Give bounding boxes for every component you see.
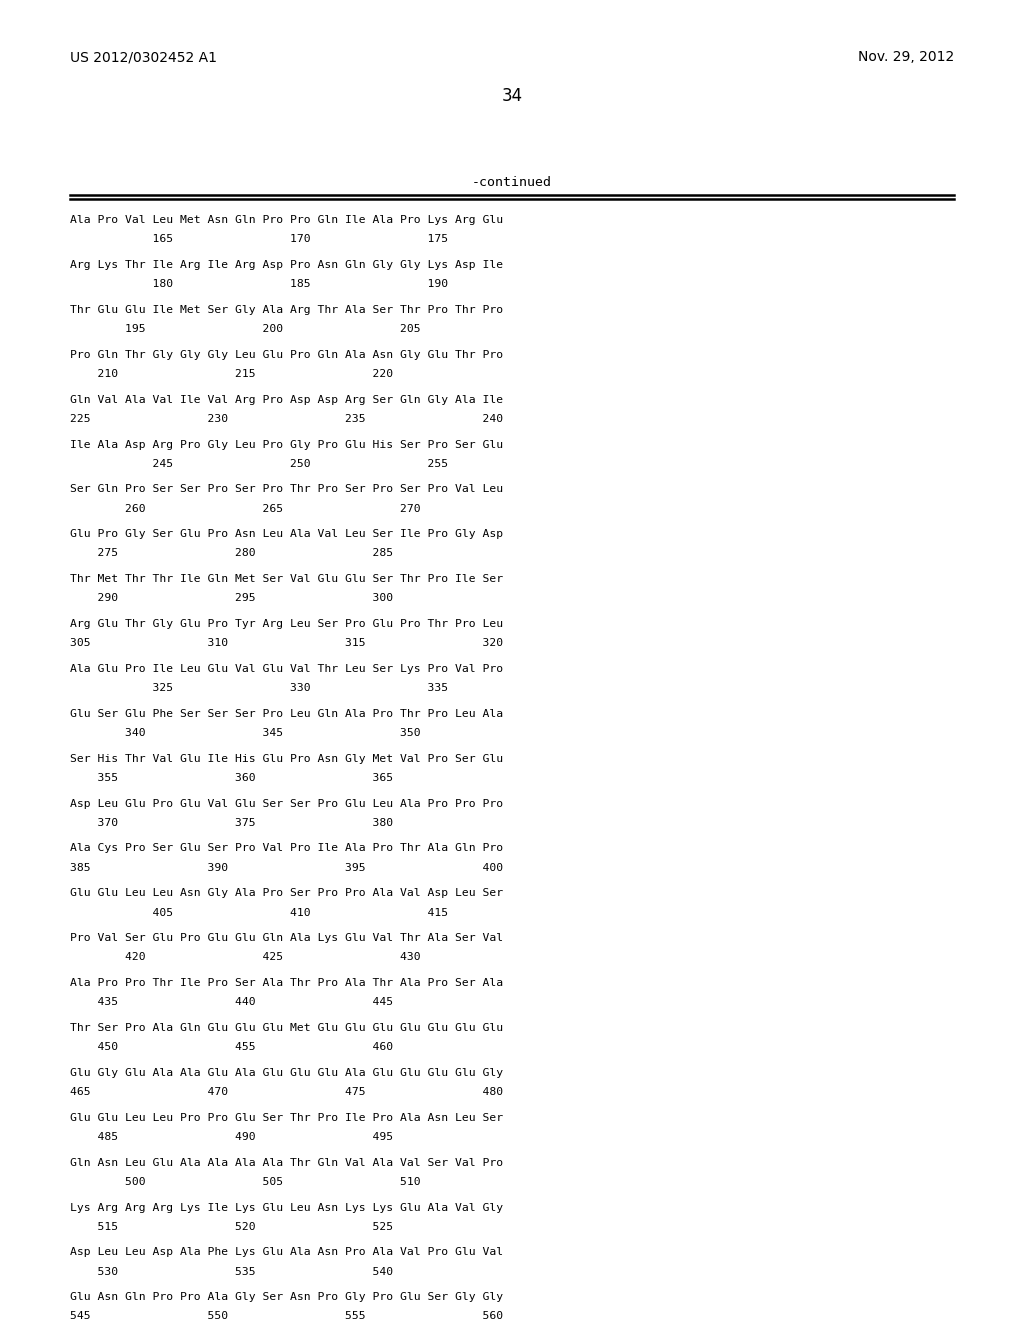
- Text: 465                 470                 475                 480: 465 470 475 480: [70, 1088, 503, 1097]
- Text: 225                 230                 235                 240: 225 230 235 240: [70, 414, 503, 424]
- Text: Gln Asn Leu Glu Ala Ala Ala Ala Thr Gln Val Ala Val Ser Val Pro: Gln Asn Leu Glu Ala Ala Ala Ala Thr Gln …: [70, 1158, 503, 1168]
- Text: Pro Gln Thr Gly Gly Gly Leu Glu Pro Gln Ala Asn Gly Glu Thr Pro: Pro Gln Thr Gly Gly Gly Leu Glu Pro Gln …: [70, 350, 503, 360]
- Text: 245                 250                 255: 245 250 255: [70, 459, 447, 469]
- Text: Ala Cys Pro Ser Glu Ser Pro Val Pro Ile Ala Pro Thr Ala Gln Pro: Ala Cys Pro Ser Glu Ser Pro Val Pro Ile …: [70, 843, 503, 854]
- Text: Ser His Thr Val Glu Ile His Glu Pro Asn Gly Met Val Pro Ser Glu: Ser His Thr Val Glu Ile His Glu Pro Asn …: [70, 754, 503, 764]
- Text: Glu Pro Gly Ser Glu Pro Asn Leu Ala Val Leu Ser Ile Pro Gly Asp: Glu Pro Gly Ser Glu Pro Asn Leu Ala Val …: [70, 529, 503, 540]
- Text: Glu Gly Glu Ala Ala Glu Ala Glu Glu Glu Ala Glu Glu Glu Glu Gly: Glu Gly Glu Ala Ala Glu Ala Glu Glu Glu …: [70, 1068, 503, 1078]
- Text: Glu Asn Gln Pro Pro Ala Gly Ser Asn Pro Gly Pro Glu Ser Gly Gly: Glu Asn Gln Pro Pro Ala Gly Ser Asn Pro …: [70, 1292, 503, 1303]
- Text: 305                 310                 315                 320: 305 310 315 320: [70, 639, 503, 648]
- Text: 325                 330                 335: 325 330 335: [70, 682, 447, 693]
- Text: 210                 215                 220: 210 215 220: [70, 370, 393, 379]
- Text: Ala Pro Val Leu Met Asn Gln Pro Pro Gln Ile Ala Pro Lys Arg Glu: Ala Pro Val Leu Met Asn Gln Pro Pro Gln …: [70, 215, 503, 226]
- Text: Pro Val Ser Glu Pro Glu Glu Gln Ala Lys Glu Val Thr Ala Ser Val: Pro Val Ser Glu Pro Glu Glu Gln Ala Lys …: [70, 933, 503, 944]
- Text: Ile Ala Asp Arg Pro Gly Leu Pro Gly Pro Glu His Ser Pro Ser Glu: Ile Ala Asp Arg Pro Gly Leu Pro Gly Pro …: [70, 440, 503, 450]
- Text: 435                 440                 445: 435 440 445: [70, 998, 393, 1007]
- Text: 370                 375                 380: 370 375 380: [70, 818, 393, 828]
- Text: 450                 455                 460: 450 455 460: [70, 1043, 393, 1052]
- Text: 355                 360                 365: 355 360 365: [70, 774, 393, 783]
- Text: 340                 345                 350: 340 345 350: [70, 729, 420, 738]
- Text: 290                 295                 300: 290 295 300: [70, 594, 393, 603]
- Text: 530                 535                 540: 530 535 540: [70, 1267, 393, 1276]
- Text: 195                 200                 205: 195 200 205: [70, 325, 420, 334]
- Text: 260                 265                 270: 260 265 270: [70, 503, 420, 513]
- Text: 165                 170                 175: 165 170 175: [70, 235, 447, 244]
- Text: Arg Lys Thr Ile Arg Ile Arg Asp Pro Asn Gln Gly Gly Lys Asp Ile: Arg Lys Thr Ile Arg Ile Arg Asp Pro Asn …: [70, 260, 503, 271]
- Text: 405                 410                 415: 405 410 415: [70, 908, 447, 917]
- Text: Thr Ser Pro Ala Gln Glu Glu Glu Met Glu Glu Glu Glu Glu Glu Glu: Thr Ser Pro Ala Gln Glu Glu Glu Met Glu …: [70, 1023, 503, 1034]
- Text: US 2012/0302452 A1: US 2012/0302452 A1: [70, 50, 217, 65]
- Text: 500                 505                 510: 500 505 510: [70, 1177, 420, 1187]
- Text: Ala Glu Pro Ile Leu Glu Val Glu Val Thr Leu Ser Lys Pro Val Pro: Ala Glu Pro Ile Leu Glu Val Glu Val Thr …: [70, 664, 503, 675]
- Text: Thr Met Thr Thr Ile Gln Met Ser Val Glu Glu Ser Thr Pro Ile Ser: Thr Met Thr Thr Ile Gln Met Ser Val Glu …: [70, 574, 503, 585]
- Text: 485                 490                 495: 485 490 495: [70, 1133, 393, 1142]
- Text: 545                 550                 555                 560: 545 550 555 560: [70, 1312, 503, 1320]
- Text: Ala Pro Pro Thr Ile Pro Ser Ala Thr Pro Ala Thr Ala Pro Ser Ala: Ala Pro Pro Thr Ile Pro Ser Ala Thr Pro …: [70, 978, 503, 989]
- Text: 420                 425                 430: 420 425 430: [70, 953, 420, 962]
- Text: Thr Glu Glu Ile Met Ser Gly Ala Arg Thr Ala Ser Thr Pro Thr Pro: Thr Glu Glu Ile Met Ser Gly Ala Arg Thr …: [70, 305, 503, 315]
- Text: Asp Leu Leu Asp Ala Phe Lys Glu Ala Asn Pro Ala Val Pro Glu Val: Asp Leu Leu Asp Ala Phe Lys Glu Ala Asn …: [70, 1247, 503, 1258]
- Text: 275                 280                 285: 275 280 285: [70, 549, 393, 558]
- Text: Gln Val Ala Val Ile Val Arg Pro Asp Asp Arg Ser Gln Gly Ala Ile: Gln Val Ala Val Ile Val Arg Pro Asp Asp …: [70, 395, 503, 405]
- Text: 180                 185                 190: 180 185 190: [70, 280, 447, 289]
- Text: 515                 520                 525: 515 520 525: [70, 1222, 393, 1232]
- Text: 385                 390                 395                 400: 385 390 395 400: [70, 863, 503, 873]
- Text: -continued: -continued: [472, 176, 552, 189]
- Text: Arg Glu Thr Gly Glu Pro Tyr Arg Leu Ser Pro Glu Pro Thr Pro Leu: Arg Glu Thr Gly Glu Pro Tyr Arg Leu Ser …: [70, 619, 503, 630]
- Text: Glu Glu Leu Leu Pro Pro Glu Ser Thr Pro Ile Pro Ala Asn Leu Ser: Glu Glu Leu Leu Pro Pro Glu Ser Thr Pro …: [70, 1113, 503, 1123]
- Text: Glu Glu Leu Leu Asn Gly Ala Pro Ser Pro Pro Ala Val Asp Leu Ser: Glu Glu Leu Leu Asn Gly Ala Pro Ser Pro …: [70, 888, 503, 899]
- Text: Ser Gln Pro Ser Ser Pro Ser Pro Thr Pro Ser Pro Ser Pro Val Leu: Ser Gln Pro Ser Ser Pro Ser Pro Thr Pro …: [70, 484, 503, 495]
- Text: Nov. 29, 2012: Nov. 29, 2012: [858, 50, 954, 65]
- Text: Lys Arg Arg Arg Lys Ile Lys Glu Leu Asn Lys Lys Glu Ala Val Gly: Lys Arg Arg Arg Lys Ile Lys Glu Leu Asn …: [70, 1203, 503, 1213]
- Text: Asp Leu Glu Pro Glu Val Glu Ser Ser Pro Glu Leu Ala Pro Pro Pro: Asp Leu Glu Pro Glu Val Glu Ser Ser Pro …: [70, 799, 503, 809]
- Text: 34: 34: [502, 87, 522, 106]
- Text: Glu Ser Glu Phe Ser Ser Ser Pro Leu Gln Ala Pro Thr Pro Leu Ala: Glu Ser Glu Phe Ser Ser Ser Pro Leu Gln …: [70, 709, 503, 719]
